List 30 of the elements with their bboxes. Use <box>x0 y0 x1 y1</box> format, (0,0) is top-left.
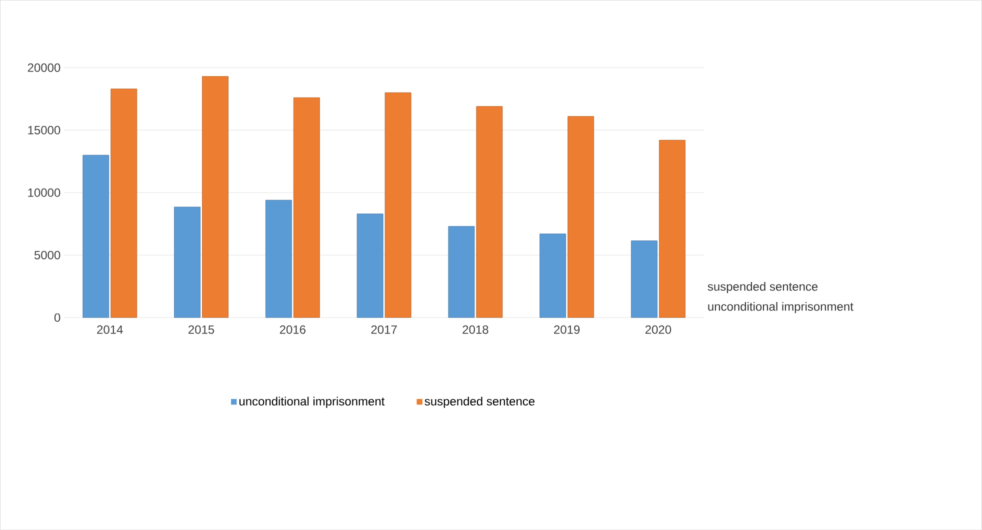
x-tick-label: 2020 <box>645 325 672 334</box>
y-tick-label: 0 <box>54 313 60 322</box>
legend-label: unconditional imprisonment <box>239 396 385 408</box>
legend-label: suspended sentence <box>424 396 535 408</box>
bar <box>174 206 200 318</box>
x-tick-label: 2016 <box>280 325 306 334</box>
bar <box>110 88 138 318</box>
y-tick-label: 20000 <box>28 63 60 72</box>
bar <box>540 234 566 318</box>
y-tick-label: 5000 <box>34 250 60 260</box>
bar <box>82 154 110 318</box>
x-tick-label: 2015 <box>188 325 214 334</box>
bar <box>659 140 686 318</box>
text: suspended sentence <box>708 282 818 294</box>
bar <box>293 97 320 318</box>
x-tick-label: 2017 <box>371 325 397 334</box>
bar <box>265 200 292 318</box>
bar <box>202 76 228 318</box>
x-tick-label: 2014 <box>97 325 123 334</box>
bar <box>384 92 412 318</box>
bar <box>631 240 658 318</box>
x-tick-label: 2019 <box>554 325 580 334</box>
bar <box>356 214 384 318</box>
y-tick-label: 10000 <box>28 188 60 197</box>
bar <box>476 106 503 318</box>
text: unconditional imprisonment <box>708 302 854 314</box>
bar <box>448 226 475 318</box>
y-tick-label: 15000 <box>28 126 60 134</box>
x-tick-label: 2018 <box>462 325 488 334</box>
bar <box>568 116 594 318</box>
